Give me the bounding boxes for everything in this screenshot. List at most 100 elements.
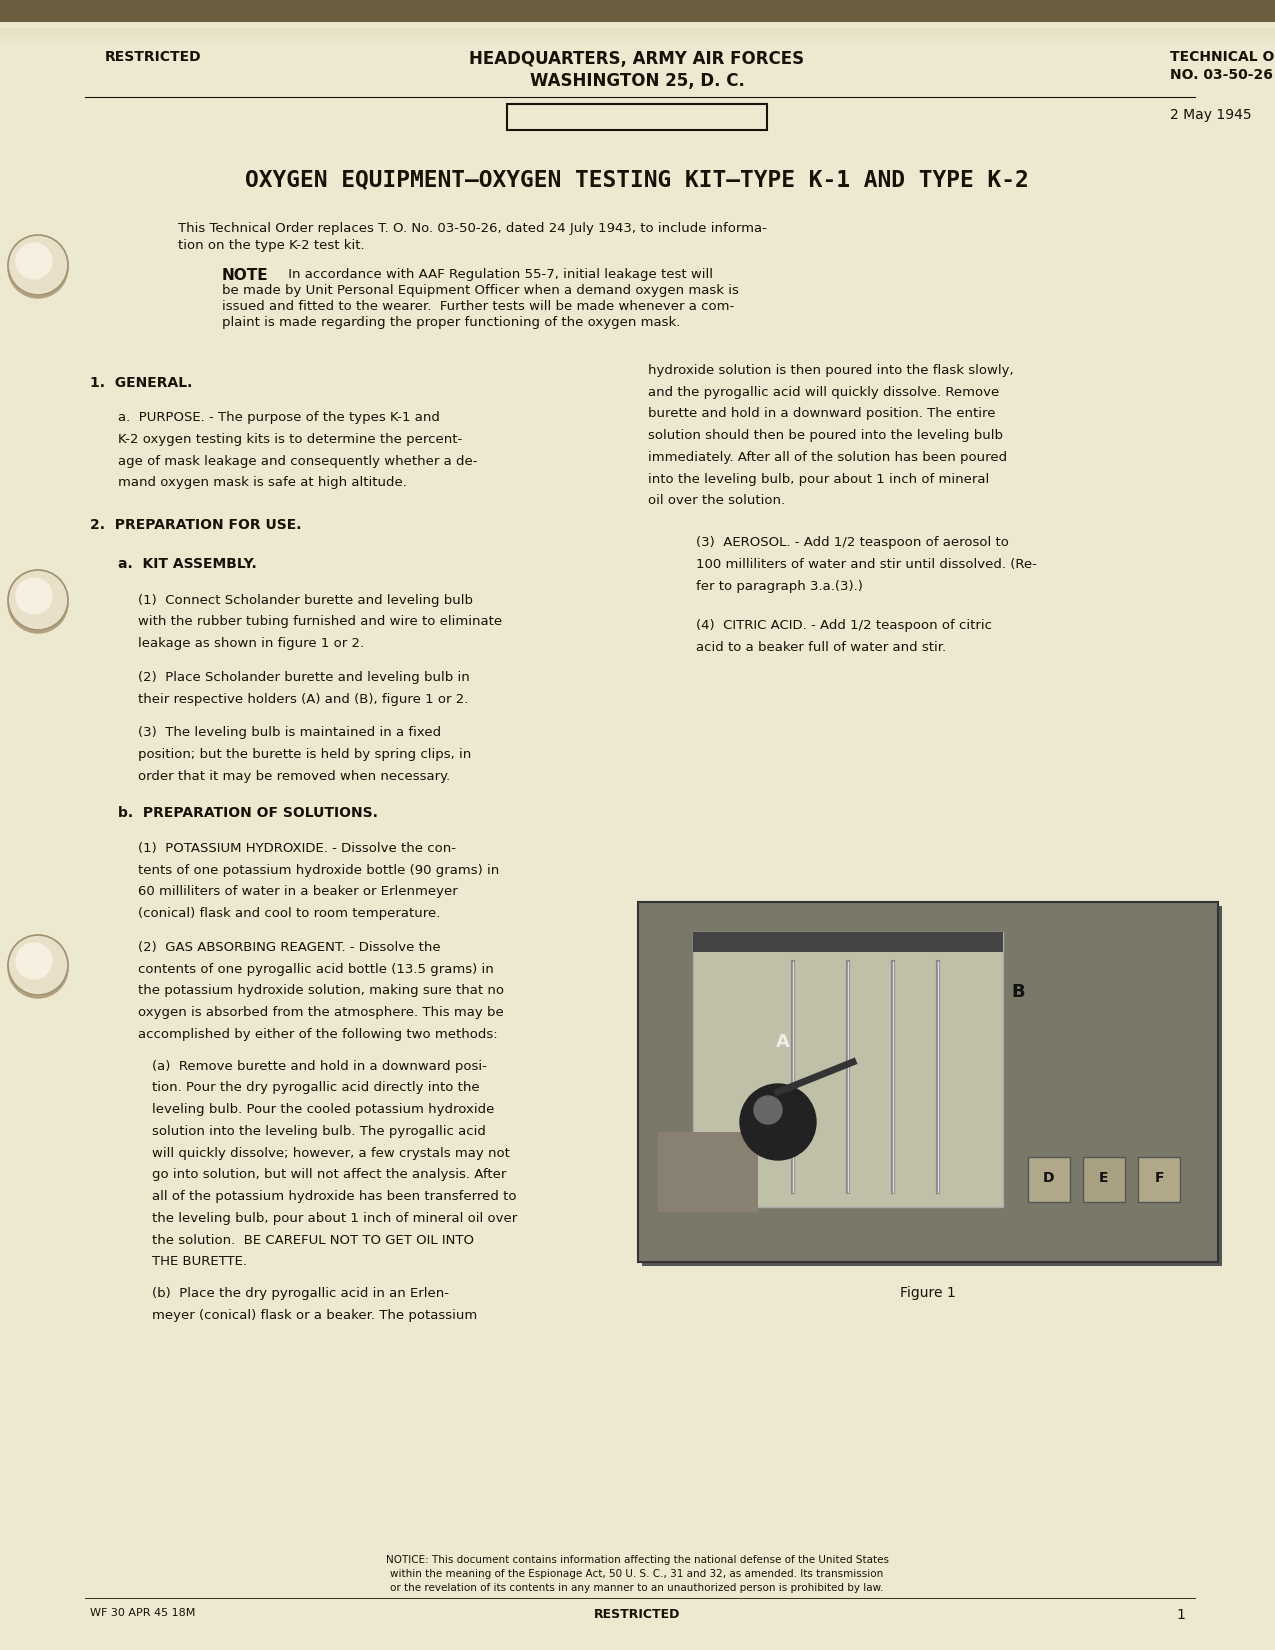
Text: into the leveling bulb, pour about 1 inch of mineral: into the leveling bulb, pour about 1 inc… (648, 474, 989, 485)
Text: age of mask leakage and consequently whether a de-: age of mask leakage and consequently whe… (119, 455, 478, 467)
Bar (1139, 1157, 1179, 1201)
Bar (0, 38, 1275, 40)
Text: position; but the burette is held by spring clips, in: position; but the burette is held by spr… (138, 747, 472, 761)
Text: 60 milliliters of water in a beaker or Erlenmeyer: 60 milliliters of water in a beaker or E… (138, 886, 458, 898)
Text: This Technical Order replaces T. O. No. 03-50-26, dated 24 July 1943, to include: This Technical Order replaces T. O. No. … (179, 223, 766, 234)
Text: plaint is made regarding the proper functioning of the oxygen mask.: plaint is made regarding the proper func… (222, 317, 681, 328)
Bar (507, 104, 768, 130)
Text: THE BURETTE.: THE BURETTE. (152, 1256, 247, 1269)
Text: (3)  The leveling bulb is maintained in a fixed: (3) The leveling bulb is maintained in a… (138, 726, 441, 739)
Text: NOTICE: This document contains information affecting the national defense of the: NOTICE: This document contains informati… (385, 1554, 889, 1564)
Text: 2 May 1945: 2 May 1945 (1170, 107, 1252, 122)
Bar (1028, 1157, 1070, 1201)
Text: (1)  POTASSIUM HYDROXIDE. - Dissolve the con-: (1) POTASSIUM HYDROXIDE. - Dissolve the … (138, 842, 456, 855)
Text: order that it may be removed when necessary.: order that it may be removed when necess… (138, 771, 450, 782)
Text: contents of one pyrogallic acid bottle (13.5 grams) in: contents of one pyrogallic acid bottle (… (138, 962, 493, 975)
Text: K-2 oxygen testing kits is to determine the percent-: K-2 oxygen testing kits is to determine … (119, 432, 463, 446)
Circle shape (8, 936, 68, 995)
Text: leakage as shown in figure 1 or 2.: leakage as shown in figure 1 or 2. (138, 637, 365, 650)
Text: (4)  CITRIC ACID. - Add 1/2 teaspoon of citric: (4) CITRIC ACID. - Add 1/2 teaspoon of c… (696, 619, 992, 632)
Text: mand oxygen mask is safe at high altitude.: mand oxygen mask is safe at high altitud… (119, 477, 407, 490)
Text: solution into the leveling bulb. The pyrogallic acid: solution into the leveling bulb. The pyr… (152, 1125, 486, 1138)
Text: F: F (1154, 1170, 1164, 1185)
Text: E: E (1099, 1170, 1109, 1185)
Text: AIRCRAFT ACCESSORIES: AIRCRAFT ACCESSORIES (562, 111, 711, 124)
Circle shape (17, 944, 52, 978)
Bar (694, 932, 1003, 1208)
Circle shape (8, 234, 68, 295)
Circle shape (8, 569, 68, 630)
Text: (3)  AEROSOL. - Add 1/2 teaspoon of aerosol to: (3) AEROSOL. - Add 1/2 teaspoon of aeros… (696, 536, 1009, 549)
Bar (0, 28, 1275, 30)
Text: tion on the type K-2 test kit.: tion on the type K-2 test kit. (179, 239, 365, 252)
Text: a.  PURPOSE. - The purpose of the types K-1 and: a. PURPOSE. - The purpose of the types K… (119, 411, 440, 424)
Text: oxygen is absorbed from the atmosphere. This may be: oxygen is absorbed from the atmosphere. … (138, 1006, 504, 1020)
Text: within the meaning of the Espionage Act, 50 U. S. C., 31 and 32, as amended. Its: within the meaning of the Espionage Act,… (390, 1569, 884, 1579)
Text: their respective holders (A) and (B), figure 1 or 2.: their respective holders (A) and (B), fi… (138, 693, 468, 706)
Circle shape (8, 937, 68, 998)
Text: 1: 1 (1176, 1609, 1184, 1622)
Circle shape (740, 1084, 816, 1160)
Text: all of the potassium hydroxide has been transferred to: all of the potassium hydroxide has been … (152, 1190, 516, 1203)
Text: leveling bulb. Pour the cooled potassium hydroxide: leveling bulb. Pour the cooled potassium… (152, 1104, 495, 1115)
Text: B: B (1011, 983, 1025, 1002)
Circle shape (17, 243, 52, 279)
Bar (643, 906, 1221, 1266)
Text: accomplished by either of the following two methods:: accomplished by either of the following … (138, 1028, 497, 1041)
Text: burette and hold in a downward position. The entire: burette and hold in a downward position.… (648, 408, 996, 421)
Bar (638, 903, 1218, 1262)
Text: (1)  Connect Scholander burette and leveling bulb: (1) Connect Scholander burette and level… (138, 594, 473, 607)
Text: and the pyrogallic acid will quickly dissolve. Remove: and the pyrogallic acid will quickly dis… (648, 386, 1000, 399)
Text: or the revelation of its contents in any manner to an unauthorized person is pro: or the revelation of its contents in any… (390, 1582, 884, 1592)
Text: TECHNICAL ORDER: TECHNICAL ORDER (1170, 50, 1275, 64)
Text: the solution.  BE CAREFUL NOT TO GET OIL INTO: the solution. BE CAREFUL NOT TO GET OIL … (152, 1234, 474, 1246)
Text: oil over the solution.: oil over the solution. (648, 495, 785, 508)
Bar (0, 31, 1275, 35)
Text: WASHINGTON 25, D. C.: WASHINGTON 25, D. C. (529, 73, 745, 91)
Text: will quickly dissolve; however, a few crystals may not: will quickly dissolve; however, a few cr… (152, 1147, 510, 1160)
Bar (0, 35, 1275, 36)
Text: a.  KIT ASSEMBLY.: a. KIT ASSEMBLY. (119, 558, 256, 571)
Text: go into solution, but will not affect the analysis. After: go into solution, but will not affect th… (152, 1168, 506, 1181)
Text: WF 30 APR 45 18M: WF 30 APR 45 18M (91, 1609, 195, 1619)
Circle shape (8, 573, 68, 634)
Bar (658, 1132, 759, 1213)
Text: (a)  Remove burette and hold in a downward posi-: (a) Remove burette and hold in a downwar… (152, 1059, 487, 1072)
Text: (b)  Place the dry pyrogallic acid in an Erlen-: (b) Place the dry pyrogallic acid in an … (152, 1287, 449, 1300)
Text: hydroxide solution is then poured into the flask slowly,: hydroxide solution is then poured into t… (648, 365, 1014, 376)
Text: In accordance with AAF Regulation 55-7, initial leakage test will: In accordance with AAF Regulation 55-7, … (284, 267, 713, 280)
Text: fer to paragraph 3.a.(3).): fer to paragraph 3.a.(3).) (696, 579, 863, 592)
Text: the potassium hydroxide solution, making sure that no: the potassium hydroxide solution, making… (138, 985, 504, 997)
Text: 1.  GENERAL.: 1. GENERAL. (91, 376, 193, 389)
Text: RESTRICTED: RESTRICTED (105, 50, 201, 64)
Text: issued and fitted to the wearer.  Further tests will be made whenever a com-: issued and fitted to the wearer. Further… (222, 300, 734, 314)
Text: (2)  GAS ABSORBING REAGENT. - Dissolve the: (2) GAS ABSORBING REAGENT. - Dissolve th… (138, 940, 441, 954)
Text: acid to a beaker full of water and stir.: acid to a beaker full of water and stir. (696, 642, 946, 655)
Text: tents of one potassium hydroxide bottle (90 grams) in: tents of one potassium hydroxide bottle … (138, 863, 500, 876)
Text: the leveling bulb, pour about 1 inch of mineral oil over: the leveling bulb, pour about 1 inch of … (152, 1211, 518, 1224)
Bar (0, 41, 1275, 45)
Text: solution should then be poured into the leveling bulb: solution should then be poured into the … (648, 429, 1003, 442)
Text: 100 milliliters of water and stir until dissolved. (Re-: 100 milliliters of water and stir until … (696, 558, 1037, 571)
Text: Figure 1: Figure 1 (900, 1285, 956, 1300)
Text: immediately. After all of the solution has been poured: immediately. After all of the solution h… (648, 450, 1007, 464)
Text: D: D (1043, 1170, 1054, 1185)
Text: meyer (conical) flask or a beaker. The potassium: meyer (conical) flask or a beaker. The p… (152, 1308, 477, 1322)
Circle shape (17, 578, 52, 614)
Bar (1082, 1157, 1125, 1201)
Text: OXYGEN EQUIPMENT—OXYGEN TESTING KIT—TYPE K-1 AND TYPE K-2: OXYGEN EQUIPMENT—OXYGEN TESTING KIT—TYPE… (245, 168, 1029, 191)
Bar (0, 30, 1275, 31)
Circle shape (754, 1096, 782, 1124)
Text: RESTRICTED: RESTRICTED (594, 1609, 680, 1620)
Bar (694, 932, 1003, 952)
Text: tion. Pour the dry pyrogallic acid directly into the: tion. Pour the dry pyrogallic acid direc… (152, 1081, 479, 1094)
Bar (0, 40, 1275, 41)
Text: A: A (776, 1033, 790, 1051)
Text: be made by Unit Personal Equipment Officer when a demand oxygen mask is: be made by Unit Personal Equipment Offic… (222, 284, 740, 297)
Text: with the rubber tubing furnished and wire to eliminate: with the rubber tubing furnished and wir… (138, 615, 502, 629)
Text: 2.  PREPARATION FOR USE.: 2. PREPARATION FOR USE. (91, 518, 301, 533)
Text: (2)  Place Scholander burette and leveling bulb in: (2) Place Scholander burette and levelin… (138, 672, 469, 683)
Text: NO. 03-50-26: NO. 03-50-26 (1170, 68, 1272, 82)
Text: HEADQUARTERS, ARMY AIR FORCES: HEADQUARTERS, ARMY AIR FORCES (469, 50, 805, 68)
Bar (0, 36, 1275, 38)
